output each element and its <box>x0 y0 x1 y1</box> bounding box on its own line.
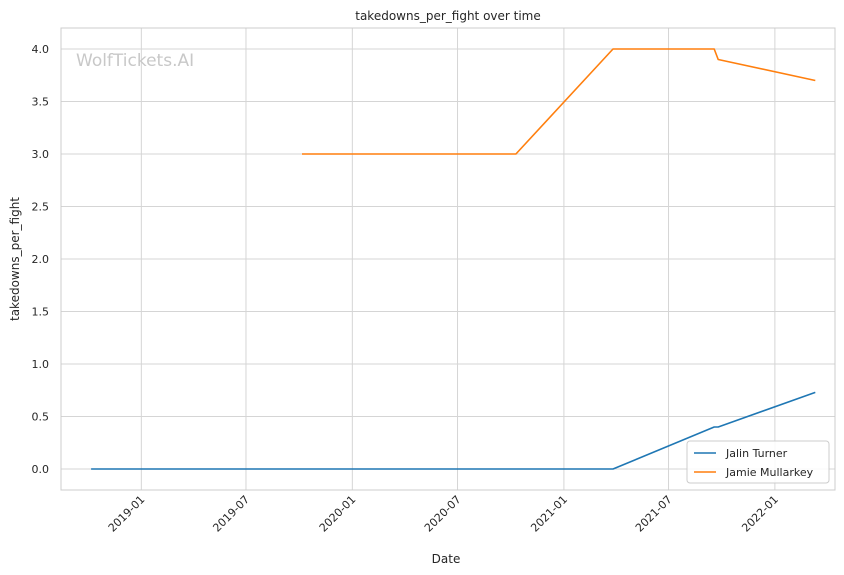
x-tick-label: 2019-01 <box>106 493 148 535</box>
watermark: WolfTickets.AI <box>76 51 194 71</box>
x-tick-label: 2021-01 <box>528 493 570 535</box>
x-tick-label: 2020-01 <box>317 493 359 535</box>
x-tick-label: 2019-07 <box>210 493 252 535</box>
y-tick-label: 0.0 <box>32 463 50 476</box>
y-tick-label: 3.5 <box>32 96 50 109</box>
y-tick-labels: 0.0 0.5 1.0 1.5 2.0 2.5 3.0 3.5 4.0 <box>32 43 50 476</box>
y-tick-label: 3.0 <box>32 148 50 161</box>
x-tick-label: 2021-07 <box>633 493 675 535</box>
y-tick-label: 2.0 <box>32 253 50 266</box>
series-layer <box>91 48 816 470</box>
series-line-jalin-turner <box>91 391 816 470</box>
plot-frame <box>60 27 836 491</box>
legend: Jalin Turner Jamie Mullarkey <box>686 440 830 484</box>
y-tick-label: 1.0 <box>32 358 50 371</box>
legend-label-jamie-mullarkey: Jamie Mullarkey <box>725 466 814 479</box>
x-axis-label: Date <box>432 552 461 566</box>
y-tick-label: 0.5 <box>32 411 50 424</box>
y-tick-label: 1.5 <box>32 306 50 319</box>
chart-title: takedowns_per_fight over time <box>355 9 541 23</box>
legend-box <box>686 440 830 484</box>
y-tick-label: 4.0 <box>32 43 50 56</box>
legend-label-jalin-turner: Jalin Turner <box>725 447 788 460</box>
x-tick-label: 2022-01 <box>739 493 781 535</box>
x-tick-labels: 2019-01 2019-07 2020-01 2020-07 2021-01 2021-… <box>106 493 781 535</box>
y-tick-label: 2.5 <box>32 201 50 214</box>
x-tick-label: 2020-07 <box>422 493 464 535</box>
y-axis-label: takedowns_per_fight <box>8 197 22 321</box>
series-line-jamie-mullarkey <box>302 48 816 155</box>
